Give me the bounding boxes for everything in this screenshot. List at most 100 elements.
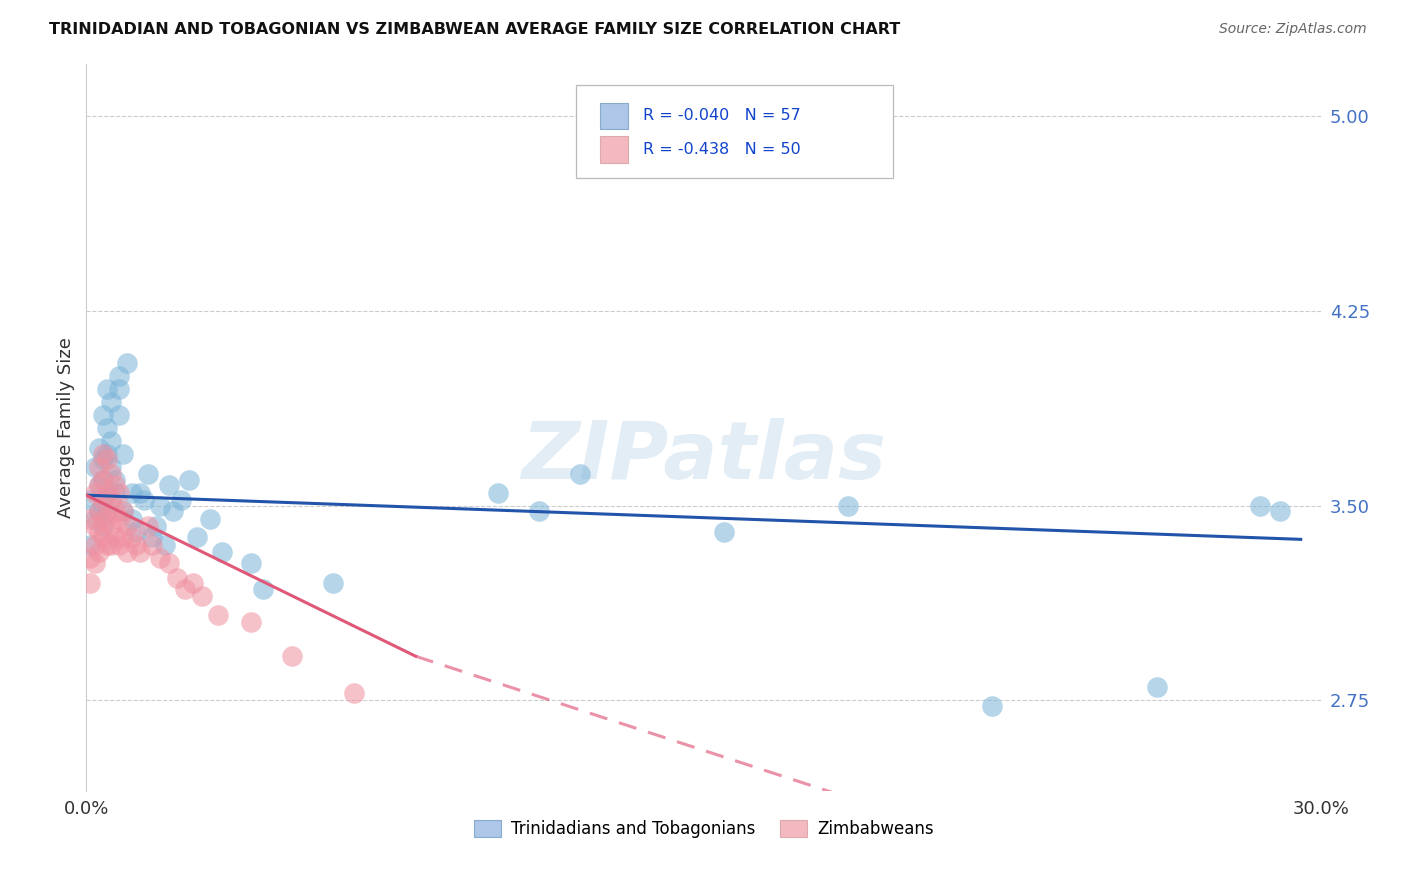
- Point: [136, 519, 159, 533]
- Point: [108, 408, 131, 422]
- Point: [91, 447, 114, 461]
- Point: [96, 485, 118, 500]
- Point: [186, 530, 208, 544]
- Point: [112, 504, 135, 518]
- Point: [104, 473, 127, 487]
- Point: [87, 478, 110, 492]
- Point: [141, 530, 163, 544]
- Point: [117, 356, 139, 370]
- Text: TRINIDADIAN AND TOBAGONIAN VS ZIMBABWEAN AVERAGE FAMILY SIZE CORRELATION CHART: TRINIDADIAN AND TOBAGONIAN VS ZIMBABWEAN…: [49, 22, 900, 37]
- Point: [96, 447, 118, 461]
- Point: [343, 685, 366, 699]
- Point: [96, 420, 118, 434]
- Point: [91, 493, 114, 508]
- Point: [527, 504, 550, 518]
- Point: [87, 504, 110, 518]
- Point: [100, 537, 122, 551]
- Point: [100, 467, 122, 482]
- Point: [117, 519, 139, 533]
- Point: [96, 511, 118, 525]
- Point: [125, 537, 148, 551]
- Point: [252, 582, 274, 596]
- Point: [91, 519, 114, 533]
- Text: R = -0.040   N = 57: R = -0.040 N = 57: [643, 109, 800, 123]
- Point: [91, 451, 114, 466]
- Y-axis label: Average Family Size: Average Family Size: [58, 337, 75, 518]
- Point: [96, 485, 118, 500]
- Point: [96, 451, 118, 466]
- Point: [198, 511, 221, 525]
- Point: [239, 556, 262, 570]
- Point: [239, 615, 262, 630]
- Point: [79, 493, 101, 508]
- Point: [91, 511, 114, 525]
- Point: [104, 504, 127, 518]
- Point: [713, 524, 735, 539]
- Point: [157, 478, 180, 492]
- Point: [125, 524, 148, 539]
- Point: [141, 537, 163, 551]
- Point: [145, 519, 167, 533]
- Point: [117, 545, 139, 559]
- Point: [79, 550, 101, 565]
- Point: [569, 467, 592, 482]
- Point: [170, 493, 193, 508]
- Point: [83, 519, 105, 533]
- Point: [104, 478, 127, 492]
- Point: [211, 545, 233, 559]
- Point: [79, 537, 101, 551]
- Text: ZIPatlas: ZIPatlas: [522, 417, 886, 496]
- Point: [136, 467, 159, 482]
- Point: [108, 485, 131, 500]
- Point: [149, 550, 172, 565]
- Point: [121, 511, 143, 525]
- Point: [207, 607, 229, 622]
- Point: [108, 537, 131, 551]
- Point: [83, 459, 105, 474]
- Point: [83, 556, 105, 570]
- Legend: Trinidadians and Tobagonians, Zimbabweans: Trinidadians and Tobagonians, Zimbabwean…: [467, 814, 941, 845]
- Point: [83, 537, 105, 551]
- Point: [91, 473, 114, 487]
- Point: [79, 511, 101, 525]
- Point: [100, 459, 122, 474]
- Point: [100, 519, 122, 533]
- Point: [1268, 504, 1291, 518]
- Point: [281, 649, 304, 664]
- Point: [100, 394, 122, 409]
- Point: [87, 545, 110, 559]
- Point: [108, 511, 131, 525]
- Point: [174, 582, 197, 596]
- Point: [112, 447, 135, 461]
- Point: [108, 368, 131, 383]
- Point: [91, 473, 114, 487]
- Point: [157, 556, 180, 570]
- Point: [96, 504, 118, 518]
- Point: [837, 499, 859, 513]
- Point: [108, 382, 131, 396]
- Point: [149, 499, 172, 513]
- Point: [91, 530, 114, 544]
- Point: [83, 485, 105, 500]
- Text: R = -0.438   N = 50: R = -0.438 N = 50: [643, 143, 800, 157]
- Point: [79, 576, 101, 591]
- Point: [179, 473, 201, 487]
- Point: [100, 493, 122, 508]
- Point: [112, 530, 135, 544]
- Point: [112, 504, 135, 518]
- Point: [87, 504, 110, 518]
- Point: [121, 530, 143, 544]
- Point: [87, 442, 110, 456]
- Point: [153, 537, 176, 551]
- Point: [128, 545, 150, 559]
- Point: [128, 485, 150, 500]
- Point: [87, 524, 110, 539]
- Point: [96, 382, 118, 396]
- Point: [83, 511, 105, 525]
- Point: [322, 576, 344, 591]
- Point: [162, 504, 184, 518]
- Point: [87, 459, 110, 474]
- Point: [981, 698, 1004, 713]
- Point: [121, 485, 143, 500]
- Point: [91, 408, 114, 422]
